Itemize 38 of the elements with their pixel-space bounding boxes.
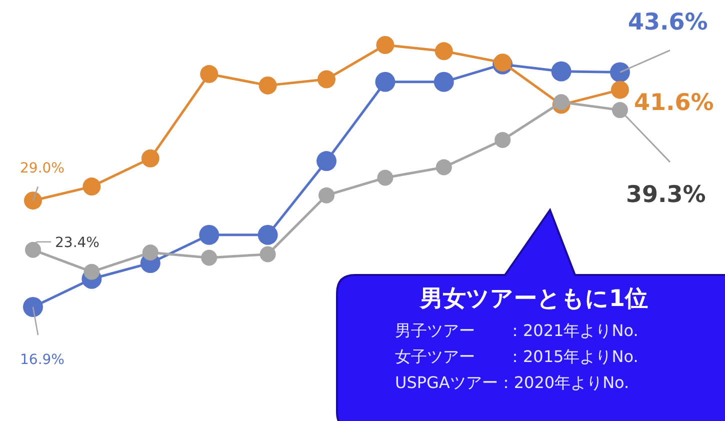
point: [610, 62, 630, 82]
point: [376, 36, 394, 54]
point: [141, 149, 160, 168]
point: [142, 244, 158, 260]
point: [551, 61, 572, 82]
point: [375, 72, 396, 92]
point: [494, 132, 511, 148]
point: [258, 76, 277, 94]
text: 男子ツアー ：2021年よりNo.: [395, 321, 638, 340]
point: [258, 224, 278, 245]
point: [24, 192, 42, 210]
point: [318, 70, 336, 88]
point: [316, 151, 336, 172]
point: [436, 159, 452, 176]
data-label: 29.0%: [20, 160, 64, 177]
point: [434, 72, 454, 92]
point: [611, 80, 629, 99]
text: USPGAツアー：2020年よりNo.: [395, 373, 630, 392]
data-label: 16.9%: [20, 352, 64, 368]
point: [82, 178, 101, 196]
text: 女子ツアー ：2015年よりNo.: [395, 347, 638, 366]
data-label: 23.4%: [55, 234, 100, 251]
point: [200, 65, 218, 84]
point: [84, 264, 100, 280]
point: [260, 246, 276, 262]
data-label: 41.6%: [634, 90, 714, 116]
point: [23, 297, 43, 317]
point: [553, 94, 570, 110]
point: [377, 170, 394, 186]
point: [434, 42, 453, 60]
data-label: 43.6%: [628, 9, 708, 36]
point: [199, 224, 220, 245]
annotation: 男女ツアーともに1位: [419, 286, 648, 312]
point: [25, 242, 41, 258]
point: [318, 187, 334, 204]
point: [612, 102, 628, 118]
data-label: 39.3%: [626, 182, 706, 208]
point: [201, 250, 218, 266]
